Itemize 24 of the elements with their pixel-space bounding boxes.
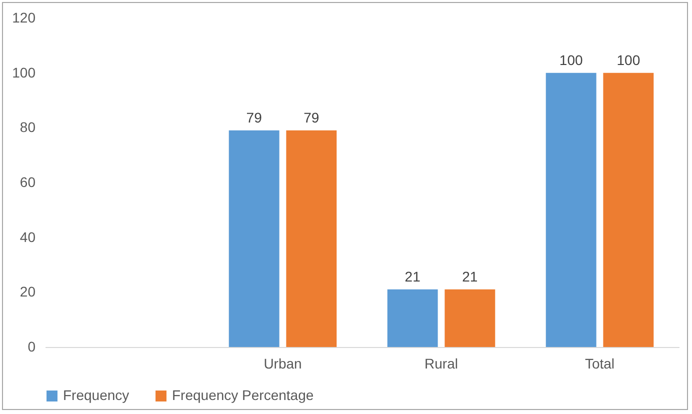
legend-label: Frequency Percentage <box>172 387 314 403</box>
bar <box>387 289 438 347</box>
legend-label: Frequency <box>63 387 130 403</box>
y-tick-label: 80 <box>20 119 36 136</box>
x-tick-label: Rural <box>424 356 458 372</box>
data-label: 100 <box>559 52 583 68</box>
x-tick-label: Urban <box>264 356 302 372</box>
y-tick-label: 60 <box>20 174 36 190</box>
data-label: 100 <box>616 52 640 68</box>
bar <box>603 72 654 347</box>
data-label: 21 <box>404 268 421 284</box>
y-tick-label: 120 <box>12 10 36 26</box>
data-label: 79 <box>304 109 320 126</box>
data-label: 21 <box>462 268 478 284</box>
y-tick-label: 20 <box>20 284 36 300</box>
y-tick-label: 100 <box>12 64 36 80</box>
bar <box>546 72 596 347</box>
bar <box>444 289 496 347</box>
x-tick-label: Total <box>584 356 615 372</box>
y-tick-label: 40 <box>20 228 36 245</box>
bar <box>286 130 337 347</box>
bar <box>228 130 280 347</box>
data-label: 79 <box>246 109 262 126</box>
y-tick-label: 0 <box>28 338 36 354</box>
